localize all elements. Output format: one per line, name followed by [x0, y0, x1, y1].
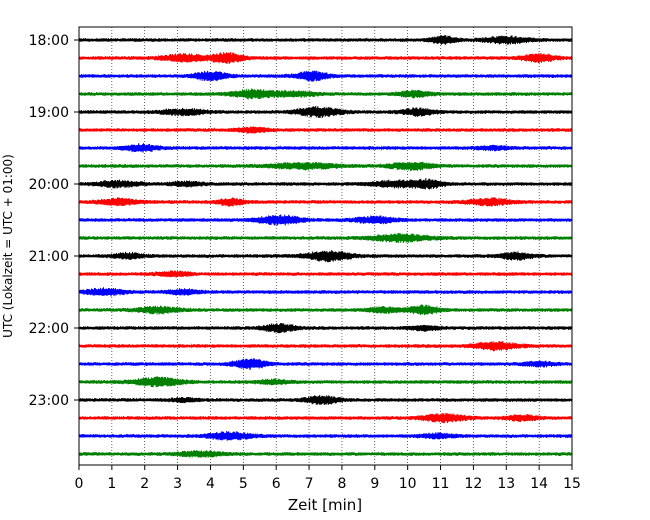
x-tick-label-15: 15: [563, 476, 581, 492]
trace-1930: [78, 143, 573, 153]
x-tick-label-12: 12: [464, 476, 482, 492]
trace-1915: [78, 126, 573, 134]
trace-2230: [78, 358, 573, 371]
plot-background: [79, 27, 572, 465]
trace-2030: [78, 214, 573, 226]
x-tick-label-2: 2: [140, 476, 149, 492]
trace-2200: [78, 323, 573, 334]
trace-1815: [78, 51, 573, 65]
trace-2215: [78, 340, 573, 352]
y-tick-label-19:00: 19:00: [29, 105, 69, 121]
x-tick-label-6: 6: [272, 476, 281, 492]
x-tick-label-14: 14: [530, 476, 548, 492]
y-tick-label-22:00: 22:00: [29, 321, 69, 337]
trace-2115: [78, 270, 573, 278]
x-tick-label-3: 3: [173, 476, 182, 492]
y-axis-label: UTC (Lokalzeit = UTC + 01:00): [1, 154, 15, 338]
trace-2045: [78, 233, 573, 243]
x-tick-label-0: 0: [75, 476, 84, 492]
trace-1845: [78, 88, 573, 100]
y-tick-label-21:00: 21:00: [29, 249, 69, 265]
trace-2130: [78, 287, 573, 297]
vertical-gridlines: [111, 27, 540, 465]
trace-2245: [78, 376, 573, 388]
x-tick-label-1: 1: [107, 476, 116, 492]
trace-2345: [78, 450, 573, 458]
trace-1800: [78, 35, 573, 45]
trace-2015: [78, 197, 573, 207]
trace-2315: [78, 412, 573, 424]
trace-2330: [78, 431, 573, 441]
trace-1830: [78, 70, 573, 82]
trace-2100: [78, 249, 573, 263]
seismogram-traces: [78, 35, 573, 458]
x-axis-ticks: 0 1 2 3 4 5 6 7 8 9 10 11 12 13 14 15: [75, 465, 581, 492]
x-tick-label-13: 13: [497, 476, 515, 492]
trace-1945: [78, 161, 573, 171]
trace-2145: [78, 304, 573, 316]
y-tick-label-18:00: 18:00: [29, 33, 69, 49]
x-tick-label-11: 11: [432, 476, 450, 492]
x-tick-label-9: 9: [370, 476, 379, 492]
x-tick-label-10: 10: [399, 476, 417, 492]
y-axis-ticks: 18:00 19:00 20:00 21:00 22:00 23:00: [29, 33, 79, 409]
x-tick-label-8: 8: [337, 476, 346, 492]
x-tick-label-7: 7: [305, 476, 314, 492]
x-tick-label-5: 5: [239, 476, 248, 492]
y-tick-label-20:00: 20:00: [29, 177, 69, 193]
plot-frame: [78, 26, 573, 466]
y-tick-label-23:00: 23:00: [29, 393, 69, 409]
x-tick-label-4: 4: [206, 476, 215, 492]
x-axis-label: Zeit [min]: [288, 496, 362, 514]
trace-1900: [78, 106, 573, 118]
trace-2000: [78, 178, 573, 190]
trace-2300: [78, 394, 573, 405]
